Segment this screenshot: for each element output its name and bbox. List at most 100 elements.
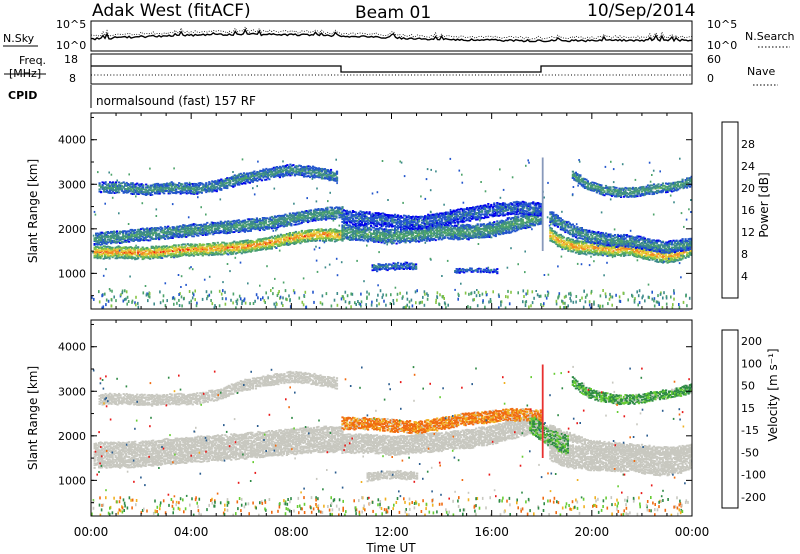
echo-cell	[311, 213, 314, 215]
echo-cell	[231, 226, 234, 228]
echo-cell	[261, 219, 264, 221]
echo-cell	[442, 227, 445, 230]
echo-cell	[397, 214, 400, 217]
echo-cell	[297, 235, 300, 238]
echo-cell	[370, 234, 373, 237]
echo-cell	[367, 238, 370, 241]
echo-cell	[96, 240, 99, 242]
echo-cell	[103, 186, 106, 189]
echo-cell	[370, 237, 373, 240]
echo-cell	[209, 223, 212, 226]
echo-cell	[126, 248, 129, 251]
echo-cell	[328, 179, 331, 182]
echo-cell	[458, 236, 461, 239]
echo-cell	[155, 247, 158, 250]
echo-cell	[464, 236, 467, 239]
echo-cell	[330, 229, 334, 232]
echo-cell	[265, 173, 268, 176]
echo-cell	[520, 220, 523, 223]
echo-cell	[123, 250, 126, 253]
echo-cell	[192, 246, 195, 249]
echo-cell	[383, 219, 386, 221]
echo-cell	[319, 169, 322, 172]
echo-cell	[182, 224, 185, 226]
echo-cell	[368, 222, 371, 225]
echo-cell	[246, 230, 249, 233]
echo-cell	[119, 182, 122, 185]
echo-cell	[128, 248, 131, 251]
echo-cell	[251, 221, 254, 224]
echo-cell	[364, 216, 367, 219]
echo-cell	[351, 231, 355, 234]
echo-cell	[222, 225, 225, 228]
echo-cell	[324, 234, 328, 237]
echo-cell	[107, 232, 110, 235]
echo-cell	[333, 218, 337, 220]
echo-cell	[466, 223, 469, 226]
echo-cell	[205, 186, 208, 189]
echo-cell	[466, 233, 469, 236]
echo-cell	[434, 236, 437, 239]
echo-cell	[315, 216, 319, 219]
echo-cell	[182, 226, 185, 229]
echo-cell	[129, 235, 132, 237]
echo-cell	[297, 219, 300, 222]
echo-cell	[99, 249, 102, 252]
echo-cell	[428, 228, 431, 231]
echo-cell	[422, 237, 425, 239]
echo-cell	[221, 226, 224, 228]
echo-cell	[164, 231, 167, 234]
echo-cell	[327, 229, 331, 232]
echo-cell	[99, 253, 102, 256]
echo-cell	[389, 223, 392, 226]
echo-cell	[344, 212, 347, 215]
echo-cell	[207, 251, 210, 254]
echo-cell	[186, 231, 189, 234]
echo-cell	[183, 226, 186, 228]
echo-cell	[350, 226, 353, 229]
echo-cell	[295, 165, 298, 167]
echo-cell	[152, 228, 155, 230]
echo-cell	[212, 181, 215, 183]
echo-cell	[374, 238, 377, 241]
echo-cell	[354, 238, 358, 240]
echo-cell	[274, 175, 277, 178]
echo-cell	[233, 219, 236, 222]
echo-cell	[338, 237, 341, 240]
echo-cell	[263, 229, 266, 231]
echo-cell	[185, 254, 188, 257]
echo-cell	[427, 232, 430, 235]
echo-cell	[126, 257, 129, 260]
echo-cell	[323, 210, 326, 213]
echo-cell	[400, 233, 403, 236]
echo-cell	[327, 237, 331, 240]
echo-cell	[104, 250, 107, 253]
echo-cell	[176, 184, 179, 186]
echo-cell	[168, 252, 171, 255]
echo-cell	[282, 234, 285, 236]
echo-cell	[500, 232, 503, 235]
echo-cell	[506, 228, 509, 231]
echo-cell	[152, 232, 155, 235]
echo-cell	[455, 224, 458, 227]
echo-cell	[255, 248, 258, 251]
echo-cell	[98, 243, 101, 245]
echo-cell	[263, 225, 266, 227]
echo-cell	[242, 229, 245, 232]
echo-cell	[467, 224, 470, 226]
echo-cell	[111, 232, 114, 235]
echo-cell	[219, 231, 222, 234]
echo-cell	[286, 164, 289, 166]
echo-cell	[195, 252, 198, 255]
echo-cell	[320, 215, 323, 218]
echo-cell	[192, 224, 195, 227]
echo-cell	[101, 247, 104, 250]
echo-cell	[197, 234, 200, 237]
echo-cell	[257, 173, 260, 176]
echo-cell	[254, 178, 257, 180]
echo-cell	[212, 189, 215, 191]
echo-cell	[110, 239, 113, 242]
echo-cell	[330, 238, 334, 240]
echo-cell	[317, 236, 320, 238]
echo-cell	[122, 190, 125, 193]
